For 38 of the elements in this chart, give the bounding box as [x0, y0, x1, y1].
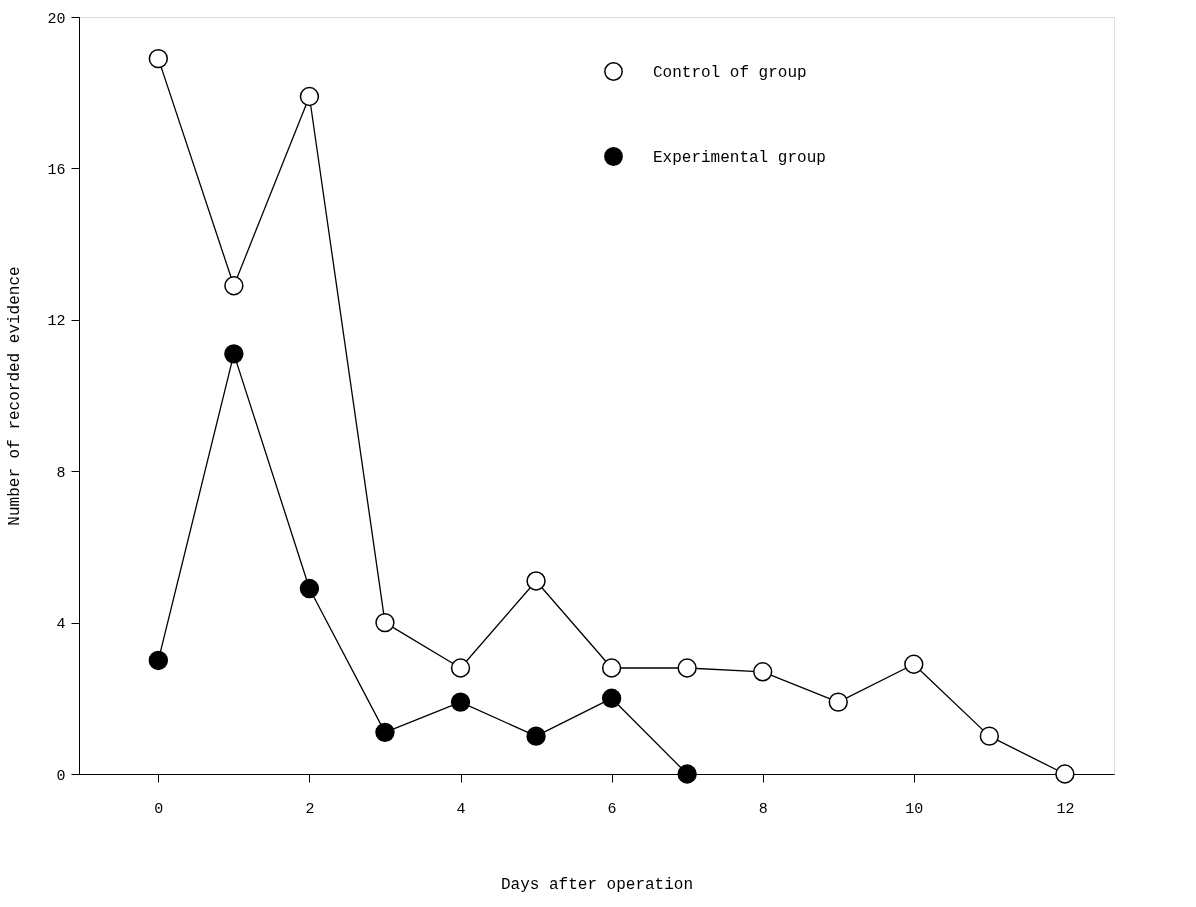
point: [828, 692, 848, 712]
legend-label: Control of group: [653, 63, 807, 82]
point: [904, 654, 924, 674]
y-tick-label: 20: [47, 10, 66, 28]
point: [148, 650, 169, 671]
y-tick-label: 16: [47, 161, 66, 179]
y-tick-label: 8: [56, 464, 66, 482]
point: [299, 578, 320, 599]
legend-label: Experimental group: [653, 148, 826, 167]
y-tick-label: 4: [56, 616, 66, 634]
point: [677, 764, 697, 784]
x-tick-label: 12: [1056, 800, 1075, 818]
point: [526, 726, 546, 746]
point: [677, 658, 697, 678]
point: [299, 86, 320, 107]
x-axis-title: Days after operation: [500, 875, 694, 894]
point: [224, 276, 244, 296]
point: [375, 612, 395, 633]
x-tick-label: 10: [905, 800, 924, 818]
point: [1055, 764, 1075, 784]
point: [601, 658, 622, 678]
y-tick-label: 12: [47, 313, 66, 331]
point: [224, 344, 244, 364]
point: [601, 688, 622, 708]
x-tick-label: 6: [607, 800, 617, 818]
point: [526, 571, 546, 591]
point: [375, 722, 395, 743]
point: [450, 692, 471, 712]
y-axis-title: Number of recorded evidence: [6, 266, 25, 526]
point: [753, 662, 773, 682]
x-tick-label: 0: [154, 800, 164, 818]
x-tick-label: 8: [758, 800, 768, 818]
x-tick-label: 4: [456, 800, 466, 818]
x-tick-label: 2: [305, 800, 315, 818]
point: [450, 658, 471, 678]
point: [979, 726, 1000, 746]
y-tick-label: 0: [56, 767, 66, 785]
point: [148, 48, 169, 69]
